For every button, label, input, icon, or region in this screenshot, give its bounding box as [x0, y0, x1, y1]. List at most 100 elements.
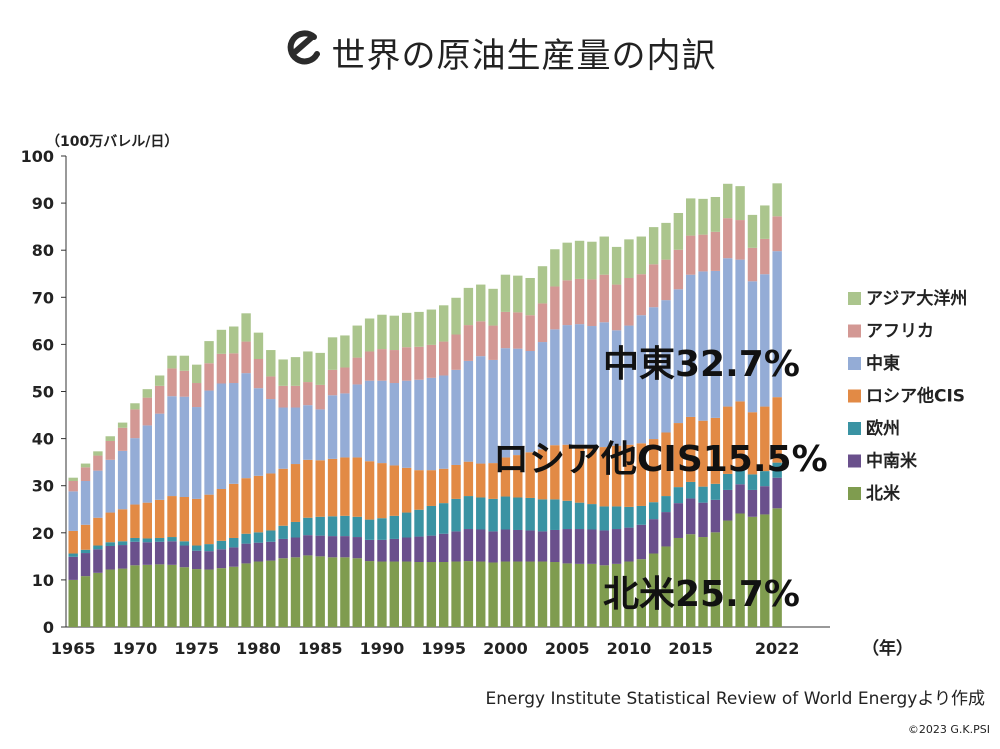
bar-segment [377, 561, 387, 627]
bar-segment [648, 227, 659, 265]
bar-segment [229, 383, 239, 484]
bar-segment [525, 350, 535, 453]
annotation-middle-east: 中東32.7% [603, 344, 800, 385]
bar-segment [303, 351, 313, 383]
bar-segment [772, 508, 782, 627]
bar-segment [303, 382, 313, 406]
bar-segment [661, 300, 671, 433]
bar-segment [167, 496, 177, 538]
bar-segment [698, 234, 708, 272]
bar-segment [463, 461, 474, 497]
bar-segment [290, 537, 301, 558]
bar-segment [414, 562, 424, 627]
bar-segment [80, 467, 91, 481]
bar-segment [439, 533, 449, 562]
bar-segment [747, 247, 758, 282]
bar-segment [266, 560, 276, 627]
bar-segment [624, 444, 634, 507]
bar-segment [340, 367, 350, 394]
bar-segment [253, 561, 264, 627]
bar-segment [599, 274, 609, 323]
x-tick-label: 1990 [360, 639, 405, 658]
bar-segment [476, 284, 486, 322]
copyright: ©2023 G.K.PSI [907, 723, 990, 736]
bar-segment [105, 542, 115, 546]
bar-segment [229, 566, 239, 627]
bar-segment [340, 457, 350, 516]
bar-segment [723, 258, 733, 407]
bar-segment [772, 462, 782, 478]
bar-segment [327, 369, 338, 396]
bar-segment [624, 527, 634, 562]
bar-segment [500, 496, 511, 530]
bar-segment [179, 355, 190, 371]
bar-segment [611, 284, 622, 331]
bar-segment [587, 445, 597, 505]
x-tick-label: 1985 [298, 639, 343, 658]
bar-segment [574, 502, 585, 530]
bar-segment [241, 341, 251, 374]
x-tick-label: 2015 [668, 639, 713, 658]
bar-segment [93, 545, 103, 550]
bar-segment [574, 563, 585, 627]
bar-segment [179, 370, 190, 397]
bar-segment [241, 373, 251, 479]
bar-segment [772, 183, 782, 217]
y-tick-label: 30 [32, 477, 54, 496]
y-tick-label: 80 [32, 241, 54, 260]
bar-segment [253, 475, 264, 533]
bar-segment [574, 278, 585, 325]
bar-segment [340, 515, 350, 537]
bar-segment [389, 561, 399, 627]
bar-segment [648, 439, 659, 503]
bar-segment [488, 288, 498, 326]
bar-segment [253, 532, 264, 543]
bar-segment [377, 518, 387, 540]
bar-segment [723, 406, 733, 474]
bar-segment [327, 536, 338, 558]
bar-segment [364, 461, 375, 520]
bar-segment [513, 348, 523, 456]
bar-segment [710, 270, 721, 418]
bar-segment [451, 464, 461, 499]
bar-segment [192, 569, 202, 627]
bar-segment [723, 520, 733, 627]
bar-segment [525, 277, 535, 316]
bar-segment [550, 249, 560, 287]
bar-segment [451, 498, 461, 532]
bar-segment [68, 480, 78, 492]
bar-segment [117, 422, 128, 428]
bar-segment [253, 542, 264, 562]
bar-segment [389, 315, 399, 351]
bar-segment [364, 519, 375, 540]
bar-segment [401, 537, 412, 562]
bar-segment [266, 541, 276, 561]
legend-label: ロシア他CIS [866, 386, 965, 407]
bar-segment [154, 499, 165, 538]
bar-segment [537, 342, 548, 450]
bar-segment [760, 238, 770, 275]
bar-segment [463, 360, 474, 462]
bar-segment [686, 235, 696, 275]
bar-segment [587, 529, 597, 564]
bar-segment [93, 470, 103, 518]
bar-segment [686, 481, 696, 499]
bar-segment [574, 324, 585, 445]
bar-segment [142, 564, 152, 627]
bar-segment [266, 530, 276, 542]
bar-segment [488, 498, 498, 532]
bar-segment [636, 315, 646, 444]
bar-segment [315, 384, 325, 410]
bar-segment [624, 506, 634, 528]
bar-segment [710, 499, 721, 533]
bar-segment [760, 514, 770, 627]
y-tick-label: 0 [43, 618, 54, 637]
bar-segment [488, 531, 498, 563]
legend-label: アジア大洋州 [866, 288, 967, 309]
bar-segment [599, 447, 609, 507]
legend-swatch [848, 389, 861, 403]
bar-segment [562, 325, 572, 445]
bar-segment [513, 455, 523, 498]
bar-segment [439, 341, 449, 376]
bar-segment [673, 423, 684, 488]
